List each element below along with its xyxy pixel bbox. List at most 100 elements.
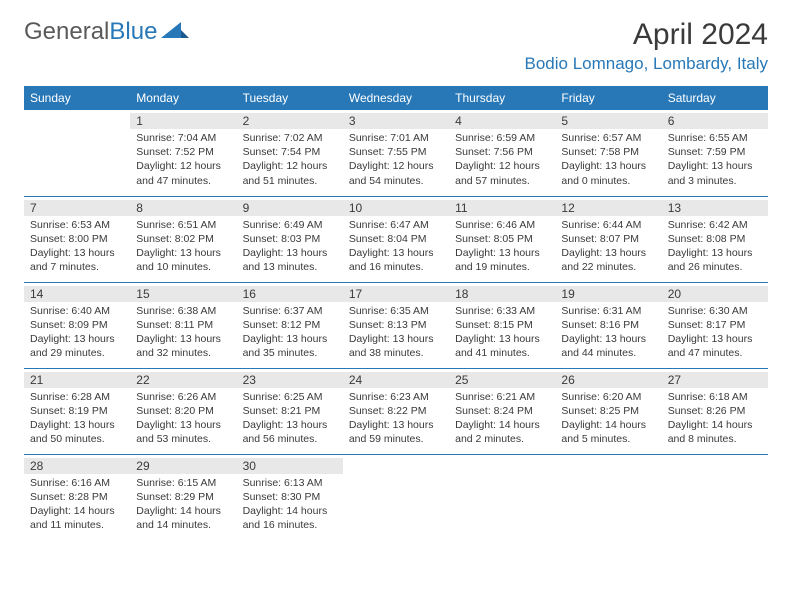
logo: GeneralBlue	[24, 18, 189, 46]
day-number: 16	[237, 286, 343, 302]
calendar-cell: 9Sunrise: 6:49 AMSunset: 8:03 PMDaylight…	[237, 196, 343, 282]
day-number: 2	[237, 113, 343, 129]
day-number: 7	[24, 200, 130, 216]
header: GeneralBlue April 2024 Bodio Lomnago, Lo…	[0, 0, 792, 82]
day-number: 13	[662, 200, 768, 216]
day-info: Sunrise: 6:15 AMSunset: 8:29 PMDaylight:…	[136, 476, 230, 533]
day-number: 30	[237, 458, 343, 474]
day-number: 17	[343, 286, 449, 302]
calendar-row: 1 Sunrise: 7:04 AMSunset: 7:52 PMDaylight…	[24, 110, 768, 196]
day-number: 12	[555, 200, 661, 216]
calendar-header-row: SundayMondayTuesdayWednesdayThursdayFrid…	[24, 86, 768, 110]
day-number: 8	[130, 200, 236, 216]
logo-text-blue: Blue	[109, 18, 157, 45]
day-info: Sunrise: 6:53 AMSunset: 8:00 PMDaylight:…	[30, 218, 124, 275]
day-info: Sunrise: 6:47 AMSunset: 8:04 PMDaylight:…	[349, 218, 443, 275]
weekday-header: Wednesday	[343, 86, 449, 110]
day-info: Sunrise: 6:33 AMSunset: 8:15 PMDaylight:…	[455, 304, 549, 361]
weekday-header: Friday	[555, 86, 661, 110]
calendar-cell: 14Sunrise: 6:40 AMSunset: 8:09 PMDayligh…	[24, 282, 130, 368]
day-number: 15	[130, 286, 236, 302]
day-number: 6	[662, 113, 768, 129]
calendar-cell: 27 Sunrise: 6:18 AMSunset: 8:26 PMDayligh…	[662, 368, 768, 454]
day-number: 11	[449, 200, 555, 216]
day-info: Sunrise: 7:01 AMSunset: 7:55 PMDaylight:…	[349, 131, 443, 188]
calendar-cell: 7 Sunrise: 6:53 AMSunset: 8:00 PMDaylight…	[24, 196, 130, 282]
day-number: 22	[130, 372, 236, 388]
calendar-cell	[343, 454, 449, 540]
weekday-header: Thursday	[449, 86, 555, 110]
weekday-header: Saturday	[662, 86, 768, 110]
day-number: 10	[343, 200, 449, 216]
title-block: April 2024 Bodio Lomnago, Lombardy, Ital…	[525, 18, 769, 74]
logo-triangle-icon	[161, 20, 189, 45]
calendar-cell: 22 Sunrise: 6:26 AMSunset: 8:20 PMDayligh…	[130, 368, 236, 454]
day-info: Sunrise: 6:21 AMSunset: 8:24 PMDaylight:…	[455, 390, 549, 447]
calendar-cell: 25 Sunrise: 6:21 AMSunset: 8:24 PMDayligh…	[449, 368, 555, 454]
day-info: Sunrise: 6:26 AMSunset: 8:20 PMDaylight:…	[136, 390, 230, 447]
day-number: 14	[24, 286, 130, 302]
day-number: 26	[555, 372, 661, 388]
calendar-cell: 23 Sunrise: 6:25 AMSunset: 8:21 PMDayligh…	[237, 368, 343, 454]
day-info: Sunrise: 7:02 AMSunset: 7:54 PMDaylight:…	[243, 131, 337, 188]
day-info: Sunrise: 6:59 AMSunset: 7:56 PMDaylight:…	[455, 131, 549, 188]
day-number: 27	[662, 372, 768, 388]
weekday-header: Sunday	[24, 86, 130, 110]
day-info: Sunrise: 7:04 AMSunset: 7:52 PMDaylight:…	[136, 131, 230, 188]
calendar-cell: 10 Sunrise: 6:47 AMSunset: 8:04 PMDayligh…	[343, 196, 449, 282]
calendar-cell: 19 Sunrise: 6:31 AMSunset: 8:16 PMDayligh…	[555, 282, 661, 368]
day-number: 3	[343, 113, 449, 129]
day-number: 29	[130, 458, 236, 474]
calendar-cell: 24 Sunrise: 6:23 AMSunset: 8:22 PMDayligh…	[343, 368, 449, 454]
day-info: Sunrise: 6:35 AMSunset: 8:13 PMDaylight:…	[349, 304, 443, 361]
weekday-header: Tuesday	[237, 86, 343, 110]
calendar-cell: 8Sunrise: 6:51 AMSunset: 8:02 PMDaylight…	[130, 196, 236, 282]
calendar-cell: 20 Sunrise: 6:30 AMSunset: 8:17 PMDayligh…	[662, 282, 768, 368]
day-info: Sunrise: 6:42 AMSunset: 8:08 PMDaylight:…	[668, 218, 762, 275]
calendar-cell: 26Sunrise: 6:20 AMSunset: 8:25 PMDayligh…	[555, 368, 661, 454]
day-number: 25	[449, 372, 555, 388]
weekday-header: Monday	[130, 86, 236, 110]
calendar-cell: 12 Sunrise: 6:44 AMSunset: 8:07 PMDayligh…	[555, 196, 661, 282]
day-info: Sunrise: 6:30 AMSunset: 8:17 PMDaylight:…	[668, 304, 762, 361]
day-number: 20	[662, 286, 768, 302]
calendar-row: 21Sunrise: 6:28 AMSunset: 8:19 PMDayligh…	[24, 368, 768, 454]
day-number: 23	[237, 372, 343, 388]
day-info: Sunrise: 6:16 AMSunset: 8:28 PMDaylight:…	[30, 476, 124, 533]
day-info: Sunrise: 6:25 AMSunset: 8:21 PMDaylight:…	[243, 390, 337, 447]
day-number: 4	[449, 113, 555, 129]
day-info: Sunrise: 6:18 AMSunset: 8:26 PMDaylight:…	[668, 390, 762, 447]
day-info: Sunrise: 6:23 AMSunset: 8:22 PMDaylight:…	[349, 390, 443, 447]
calendar-cell	[449, 454, 555, 540]
day-number: 21	[24, 372, 130, 388]
day-info: Sunrise: 6:31 AMSunset: 8:16 PMDaylight:…	[561, 304, 655, 361]
day-number: 28	[24, 458, 130, 474]
day-info: Sunrise: 6:13 AMSunset: 8:30 PMDaylight:…	[243, 476, 337, 533]
calendar-cell: 3 Sunrise: 7:01 AMSunset: 7:55 PMDaylight…	[343, 110, 449, 196]
location-label: Bodio Lomnago, Lombardy, Italy	[525, 54, 769, 74]
day-number: 19	[555, 286, 661, 302]
calendar-row: 14Sunrise: 6:40 AMSunset: 8:09 PMDayligh…	[24, 282, 768, 368]
day-number: 1	[130, 113, 236, 129]
calendar-cell: 15 Sunrise: 6:38 AMSunset: 8:11 PMDayligh…	[130, 282, 236, 368]
calendar-row: 28 Sunrise: 6:16 AMSunset: 8:28 PMDayligh…	[24, 454, 768, 540]
calendar-cell: 4 Sunrise: 6:59 AMSunset: 7:56 PMDaylight…	[449, 110, 555, 196]
day-info: Sunrise: 6:37 AMSunset: 8:12 PMDaylight:…	[243, 304, 337, 361]
calendar-cell: 28 Sunrise: 6:16 AMSunset: 8:28 PMDayligh…	[24, 454, 130, 540]
day-info: Sunrise: 6:57 AMSunset: 7:58 PMDaylight:…	[561, 131, 655, 188]
day-number: 24	[343, 372, 449, 388]
calendar-table: SundayMondayTuesdayWednesdayThursdayFrid…	[24, 86, 768, 540]
day-info: Sunrise: 6:49 AMSunset: 8:03 PMDaylight:…	[243, 218, 337, 275]
calendar-cell	[555, 454, 661, 540]
calendar-cell: 13 Sunrise: 6:42 AMSunset: 8:08 PMDayligh…	[662, 196, 768, 282]
calendar-cell: 30 Sunrise: 6:13 AMSunset: 8:30 PMDayligh…	[237, 454, 343, 540]
day-info: Sunrise: 6:44 AMSunset: 8:07 PMDaylight:…	[561, 218, 655, 275]
day-info: Sunrise: 6:38 AMSunset: 8:11 PMDaylight:…	[136, 304, 230, 361]
calendar-cell: 18Sunrise: 6:33 AMSunset: 8:15 PMDayligh…	[449, 282, 555, 368]
calendar-body: 1 Sunrise: 7:04 AMSunset: 7:52 PMDaylight…	[24, 110, 768, 540]
calendar-cell	[24, 110, 130, 196]
calendar-cell: 17 Sunrise: 6:35 AMSunset: 8:13 PMDayligh…	[343, 282, 449, 368]
logo-text-gray: General	[24, 18, 109, 45]
calendar-cell: 21Sunrise: 6:28 AMSunset: 8:19 PMDayligh…	[24, 368, 130, 454]
calendar-cell: 2 Sunrise: 7:02 AMSunset: 7:54 PMDaylight…	[237, 110, 343, 196]
